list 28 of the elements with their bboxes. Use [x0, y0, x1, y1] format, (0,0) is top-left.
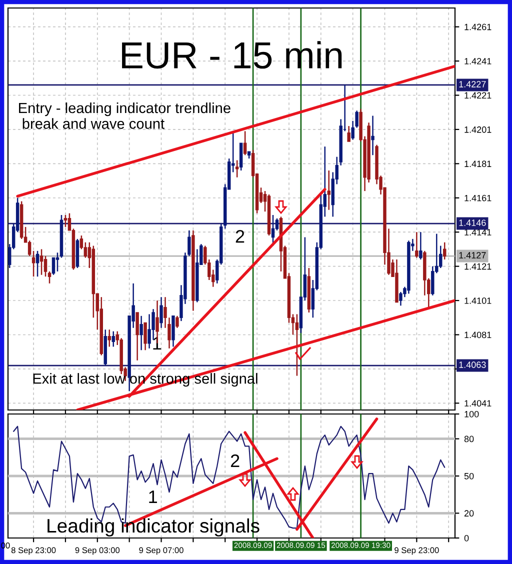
y-tick-label: 1.4141 — [464, 229, 492, 236]
ref-line-label: 1.4227 — [459, 81, 486, 88]
y-tick-label: 1.4221 — [464, 92, 492, 99]
y-tick-label: 1.4241 — [464, 58, 492, 64]
y-tick-label: 1.4121 — [464, 263, 492, 270]
x-tick-label: 8 Sep 23:00 — [11, 547, 56, 555]
ref-line-label: 1.4127 — [459, 252, 486, 258]
y-tick-label: 1.4081 — [464, 332, 492, 338]
ref-line-label: 1.4146 — [459, 220, 486, 226]
annotation: 2 — [236, 230, 244, 243]
y-tick-label: 1.4181 — [464, 160, 492, 168]
y-tick-label: 1.4101 — [464, 297, 492, 304]
y-tick-label: 1.4041 — [464, 400, 492, 407]
y-tick-label: 50 — [464, 472, 474, 480]
x-tick-label: 9 Sep 07:00 — [139, 547, 184, 555]
ref-line-label: 1.4063 — [459, 362, 486, 368]
y-tick-label: 100 — [464, 410, 479, 418]
y-tick-label: 20 — [464, 510, 474, 517]
y-tick-label: 1.4201 — [464, 126, 492, 133]
y-tick-label: 1.4161 — [464, 194, 492, 202]
annotation: Entry - leading indicator trendline break and wave count — [19, 102, 230, 129]
annotation: 1 — [149, 490, 157, 503]
x-tick-label: 9 Sep 03:00 — [75, 547, 120, 555]
y-tick-label: 80 — [464, 436, 474, 442]
y-tick-label: 0 — [464, 534, 469, 542]
y-tick-label: 1.4261 — [464, 24, 492, 30]
x-tick-label: 9 Sep 23:00 — [394, 547, 439, 555]
annotation: 2 — [230, 454, 240, 468]
